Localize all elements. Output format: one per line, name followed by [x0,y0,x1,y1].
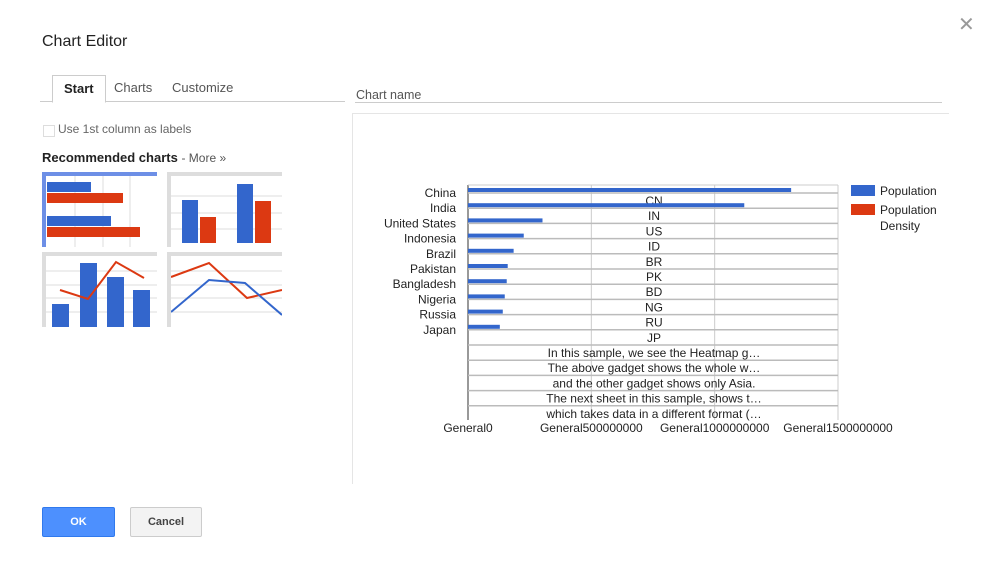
chart-name-input[interactable] [355,102,942,103]
tab-start[interactable]: Start [52,75,106,103]
category-label: Russia [419,308,456,322]
thumb-line-chart[interactable] [167,252,283,327]
row-label: BD [646,285,663,299]
row-label: ID [648,240,660,254]
row-label: PK [646,270,662,284]
ok-button[interactable]: OK [42,507,115,537]
row-label: In this sample, we see the Heatmap g… [548,346,761,360]
row-label: which takes data in a different format (… [545,407,761,421]
x-tick-label: General1000000000 [660,421,770,435]
tab-charts[interactable]: Charts [114,80,153,95]
category-label: Bangladesh [393,277,456,291]
use-first-column-label: Use 1st column as labels [58,122,192,136]
population-bar [468,279,507,284]
row-label: US [646,224,663,238]
category-label: India [430,201,456,215]
row-label: RU [645,316,662,330]
row-label: BR [646,255,663,269]
category-label: Japan [423,323,456,337]
row-label: IN [648,209,660,223]
legend-swatch-population [851,185,875,196]
row-label: The next sheet in this sample, shows t… [546,392,761,406]
category-label: Brazil [426,247,456,261]
cancel-button[interactable]: Cancel [130,507,202,537]
legend-swatch-density [851,204,875,215]
population-bar [468,233,524,238]
population-bar [468,264,508,268]
close-icon[interactable]: ✕ [958,14,975,36]
thumb-bar-chart[interactable] [42,172,157,247]
tab-customize[interactable]: Customize [172,80,234,95]
population-bar [468,188,792,192]
combo-chart-thumbnail-icon [46,260,157,327]
legend-label-density-line2: Density [880,219,920,233]
thumb-combo-chart[interactable] [42,252,157,327]
category-label: Indonesia [404,232,456,246]
dialog-title: Chart Editor [42,33,128,50]
bar-chart-thumbnail-icon [47,176,140,247]
more-link[interactable]: - More » [181,151,227,165]
row-label: NG [645,300,663,314]
x-tick-label: General0 [443,421,493,435]
use-first-column-checkbox[interactable] [43,125,55,137]
chart-preview-panel [352,113,949,484]
category-label: Pakistan [410,262,456,276]
population-bar [468,248,514,253]
chart-name-label: Chart name [356,88,422,102]
category-label: China [425,186,457,200]
row-label: The above gadget shows the whole w… [548,361,761,375]
population-bar [468,203,745,208]
x-tick-label: General500000000 [540,421,643,435]
recommended-charts-heading: Recommended charts - More » [42,150,226,165]
thumb-column-chart[interactable] [167,172,282,247]
population-bar [468,294,505,299]
legend-label-density-line1: Population [880,203,937,217]
legend-label-population: Population [880,184,937,198]
population-bar [468,324,500,329]
row-label: JP [647,331,661,345]
recommended-title: Recommended charts [42,150,178,165]
category-label: United States [384,216,456,230]
line-chart-thumbnail-icon [170,261,283,316]
population-bar [468,218,543,223]
population-bar [468,309,503,314]
column-chart-thumbnail-icon [171,184,282,243]
x-tick-label: General1500000000 [783,421,893,435]
tab-divider [40,101,345,102]
row-label: and the other gadget shows only Asia. [553,376,756,390]
category-label: Nigeria [418,292,456,306]
